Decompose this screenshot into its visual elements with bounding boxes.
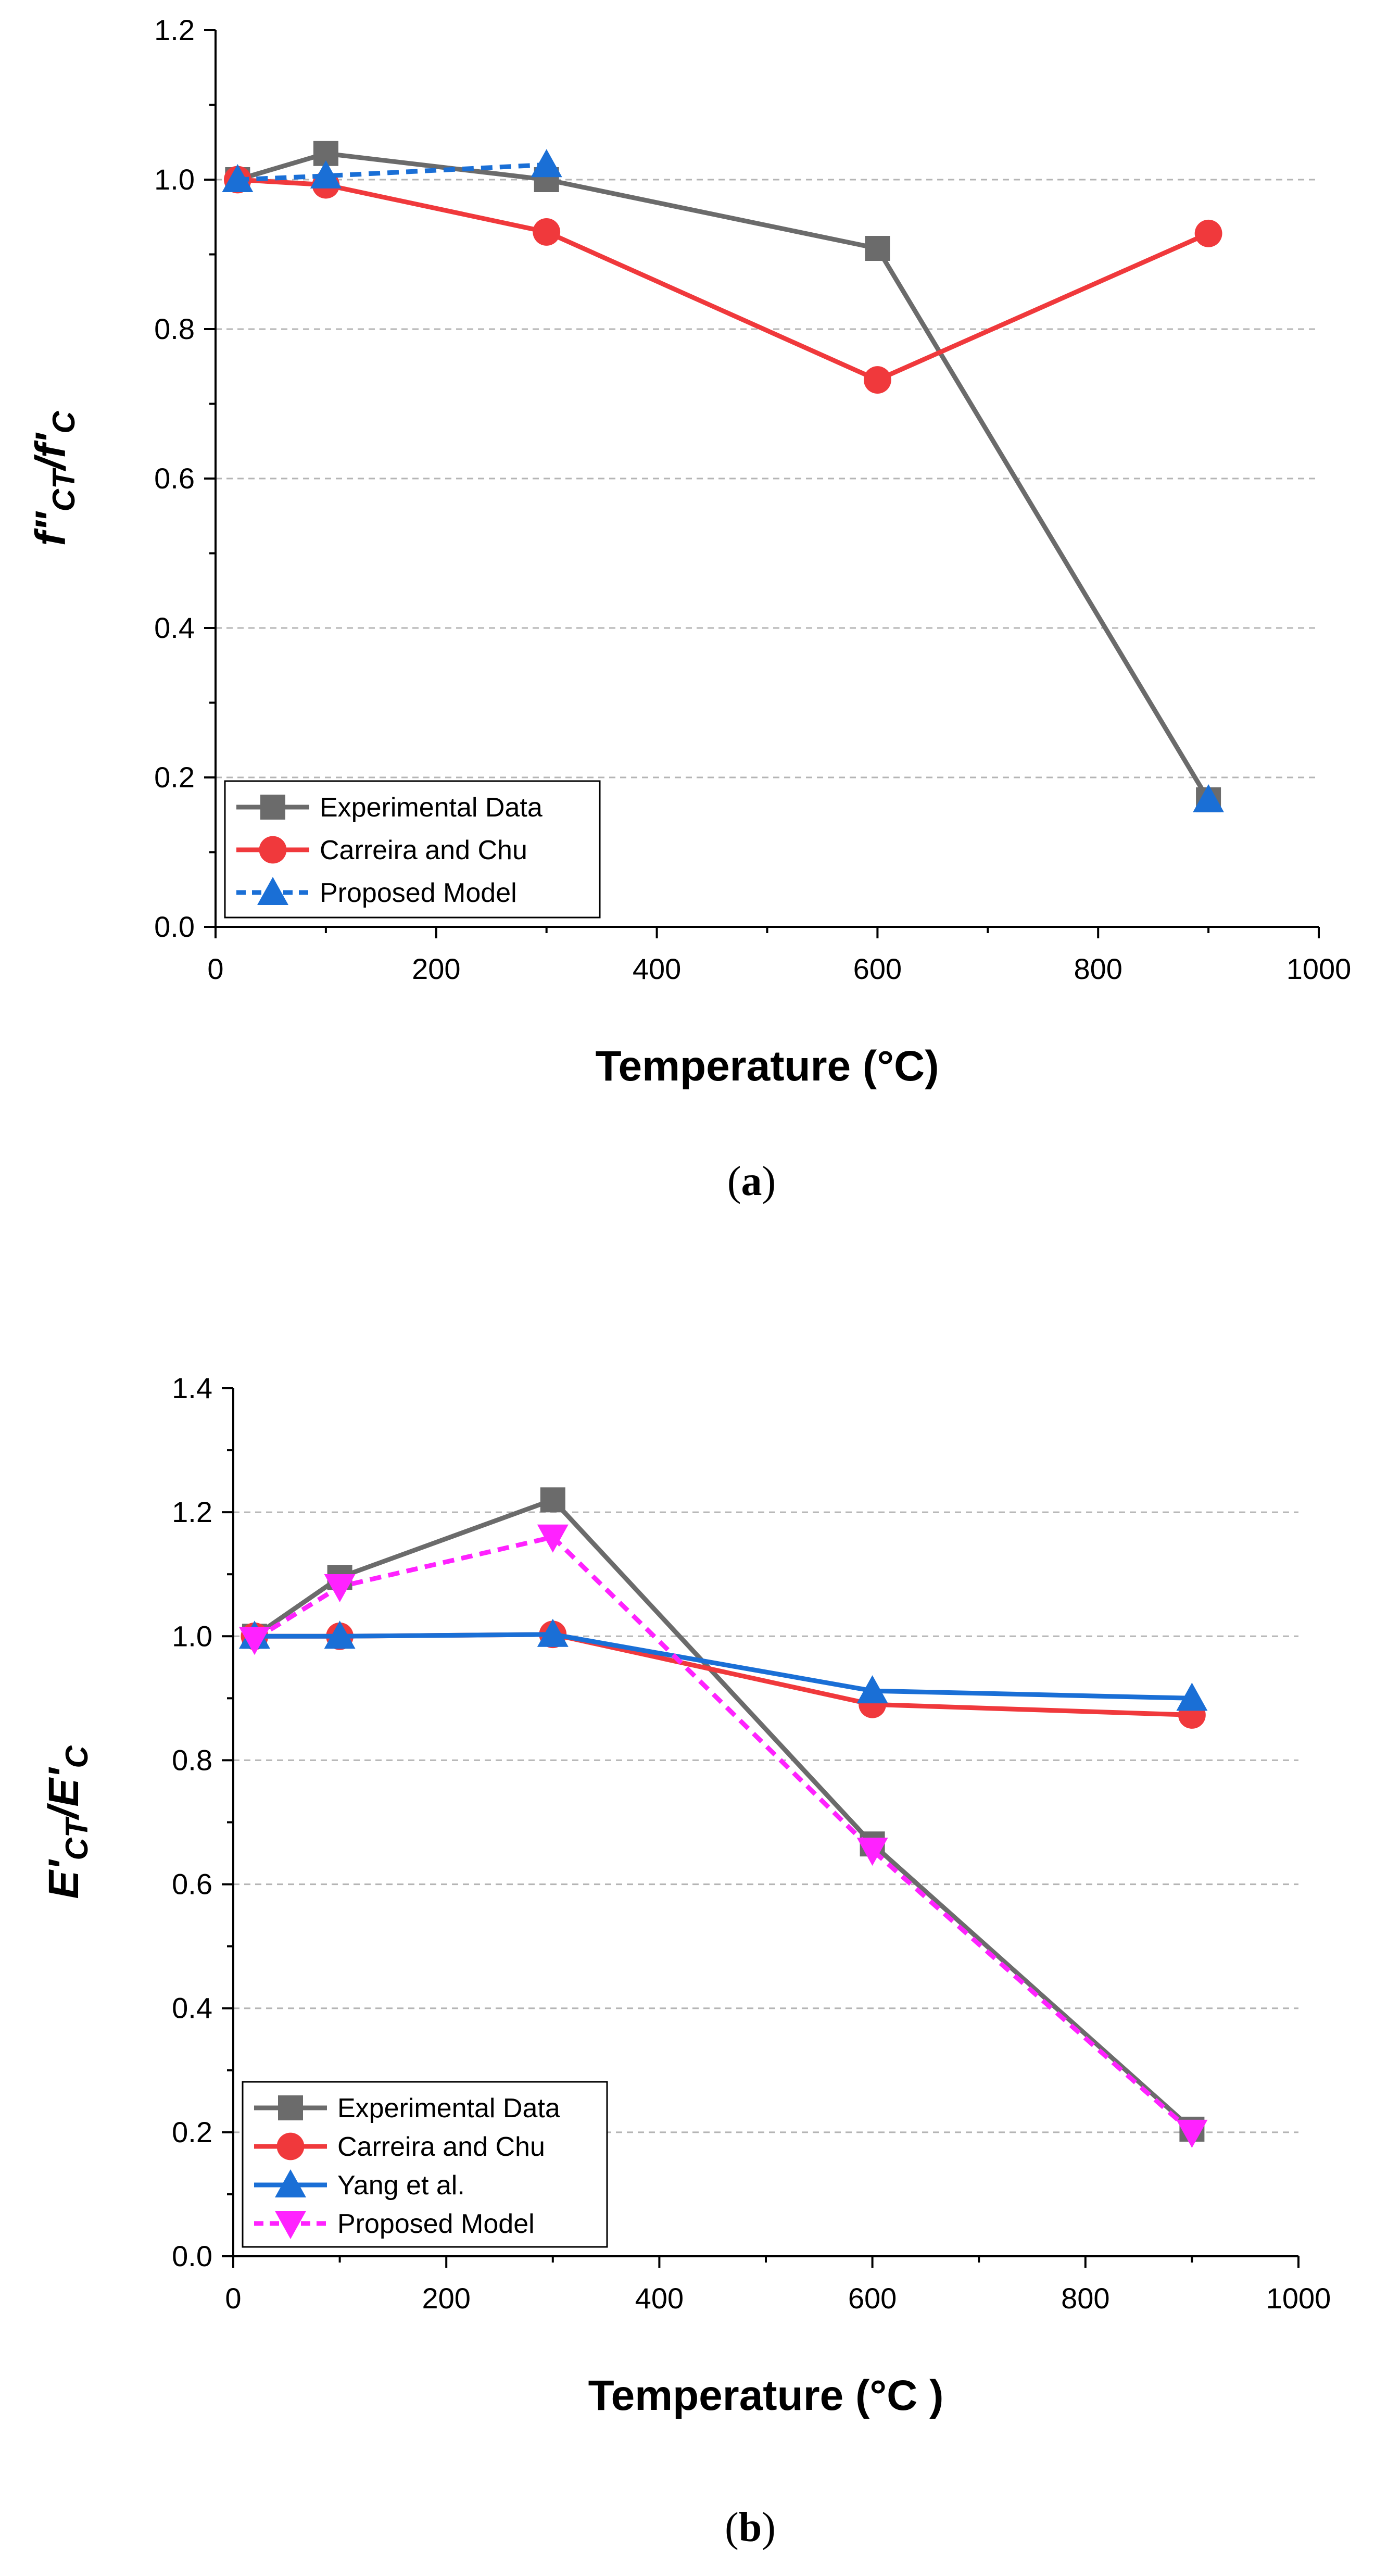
y-title-sub: CT: [59, 1816, 94, 1860]
y-axis-title: f"CT/f'C: [27, 410, 81, 546]
panel-label: (b): [725, 2505, 776, 2550]
x-axis-title: Temperature (°C ): [588, 2372, 944, 2419]
y-tick-label: 0.8: [172, 1743, 212, 1776]
series-experimental-data: [242, 1487, 1205, 2142]
data-point: [324, 1574, 356, 1603]
y-tick-label: 0.4: [172, 1992, 212, 2025]
legend-label: Experimental Data: [320, 793, 543, 823]
legend-marker: [278, 2095, 303, 2120]
legend-label: Proposed Model: [320, 878, 517, 908]
y-title-main: f": [27, 511, 74, 546]
data-point: [238, 1627, 270, 1655]
legend-label: Yang et al.: [337, 2170, 465, 2201]
data-point: [540, 1487, 565, 1513]
y-title-sub: CT: [46, 468, 81, 511]
y-tick-label: 0.4: [154, 611, 195, 644]
series-experimental-data: [225, 141, 1221, 813]
legend-marker: [259, 836, 287, 864]
legend-marker: [276, 2132, 305, 2160]
x-tick-label: 1000: [1266, 2282, 1331, 2315]
data-point: [533, 218, 561, 246]
y-tick-label: 1.0: [172, 1619, 212, 1652]
x-tick-label: 200: [412, 952, 460, 985]
y-tick-label: 0.8: [154, 312, 195, 345]
series-line: [254, 1632, 1192, 1718]
y-tick-label: 0.2: [172, 2116, 212, 2148]
data-point: [1194, 219, 1222, 247]
chart-panel-a: 0 200 400 600 800 1000 0.0 0.2 0.4 0.6 0.8 1.0 1.2 Te…: [27, 14, 1351, 1204]
legend: Experimental Data Carreira and Chu Yang et…: [242, 2081, 608, 2248]
x-tick-label: 400: [633, 952, 681, 985]
data-point: [864, 366, 891, 394]
data-point: [1193, 784, 1225, 813]
data-point: [1176, 2119, 1208, 2148]
y-tick-label: 0.0: [154, 910, 195, 943]
x-tick-label: 0: [225, 2282, 241, 2315]
legend-marker: [275, 2169, 306, 2197]
series-proposed-model: [222, 149, 1225, 813]
data-point: [1176, 1682, 1208, 1711]
data-point: [856, 1838, 888, 1866]
data-point: [531, 149, 562, 178]
y-title-main: /f': [27, 432, 74, 472]
y-tick-label: 0.2: [154, 761, 195, 794]
panel-label: (a): [727, 1159, 776, 1204]
data-point: [856, 1675, 888, 1704]
data-point: [537, 1524, 569, 1553]
y-tick-label: 1.2: [172, 1496, 212, 1528]
x-tick-label: 1000: [1286, 952, 1352, 985]
chart-panel-b: 0 200 400 600 800 1000 0.0 0.2 0.4 0.6 0.8 1.0 1.2 1.…: [40, 1372, 1331, 2550]
y-tick-label: 1.0: [154, 163, 195, 196]
series-proposed-model: [238, 1524, 1208, 2148]
x-tick-label: 400: [635, 2282, 684, 2315]
panel-letter: a: [741, 1159, 762, 1204]
legend-label: Carreira and Chu: [320, 835, 527, 865]
legend: Experimental Data Carreira and Chu Propose…: [224, 780, 601, 919]
data-point: [865, 236, 890, 261]
series-carreira-and-chu: [223, 166, 1222, 394]
legend-label: Experimental Data: [337, 2093, 560, 2123]
x-tick-label: 800: [1074, 952, 1122, 985]
panel-paren: (: [727, 1159, 741, 1204]
y-title-main: /E': [40, 1767, 87, 1820]
data-point: [324, 1620, 356, 1649]
series-line: [237, 162, 547, 182]
series-yang-et-al-: [238, 1618, 1208, 1711]
data-point: [310, 160, 342, 189]
legend-label: Proposed Model: [337, 2209, 535, 2239]
legend-marker: [275, 2211, 306, 2239]
y-tick-label: 0.0: [172, 2240, 212, 2272]
legend-marker: [260, 795, 285, 820]
series-line: [237, 177, 1209, 383]
x-tick-label: 600: [848, 2282, 897, 2315]
x-tick-label: 0: [207, 952, 223, 985]
legend-label: Carreira and Chu: [337, 2132, 545, 2162]
panel-letter: b: [739, 2505, 762, 2550]
y-title-sub: C: [59, 1745, 94, 1768]
legend-marker: [257, 877, 288, 905]
panel-paren: ): [762, 2505, 776, 2550]
data-point: [537, 1618, 569, 1647]
x-tick-label: 600: [853, 952, 902, 985]
data-point: [222, 164, 254, 192]
y-tick-label: 1.2: [154, 14, 195, 46]
x-tick-label: 200: [422, 2282, 470, 2315]
y-title-main: E': [40, 1859, 87, 1899]
series-line: [254, 1632, 1192, 1701]
series-line: [253, 1535, 1194, 2134]
series-line: [237, 151, 1210, 801]
y-tick-label: 1.4: [172, 1372, 212, 1404]
y-tick-label: 0.6: [172, 1868, 212, 1901]
y-tick-label: 0.6: [154, 462, 195, 495]
y-axis-title: E'CT/E'C: [40, 1745, 94, 1899]
panel-paren: ): [762, 1159, 776, 1204]
y-title-sub: C: [46, 410, 81, 434]
panel-paren: (: [725, 2505, 739, 2550]
series-line: [253, 1497, 1194, 2131]
x-axis-title: Temperature (°C): [595, 1042, 939, 1090]
x-tick-label: 800: [1061, 2282, 1109, 2315]
